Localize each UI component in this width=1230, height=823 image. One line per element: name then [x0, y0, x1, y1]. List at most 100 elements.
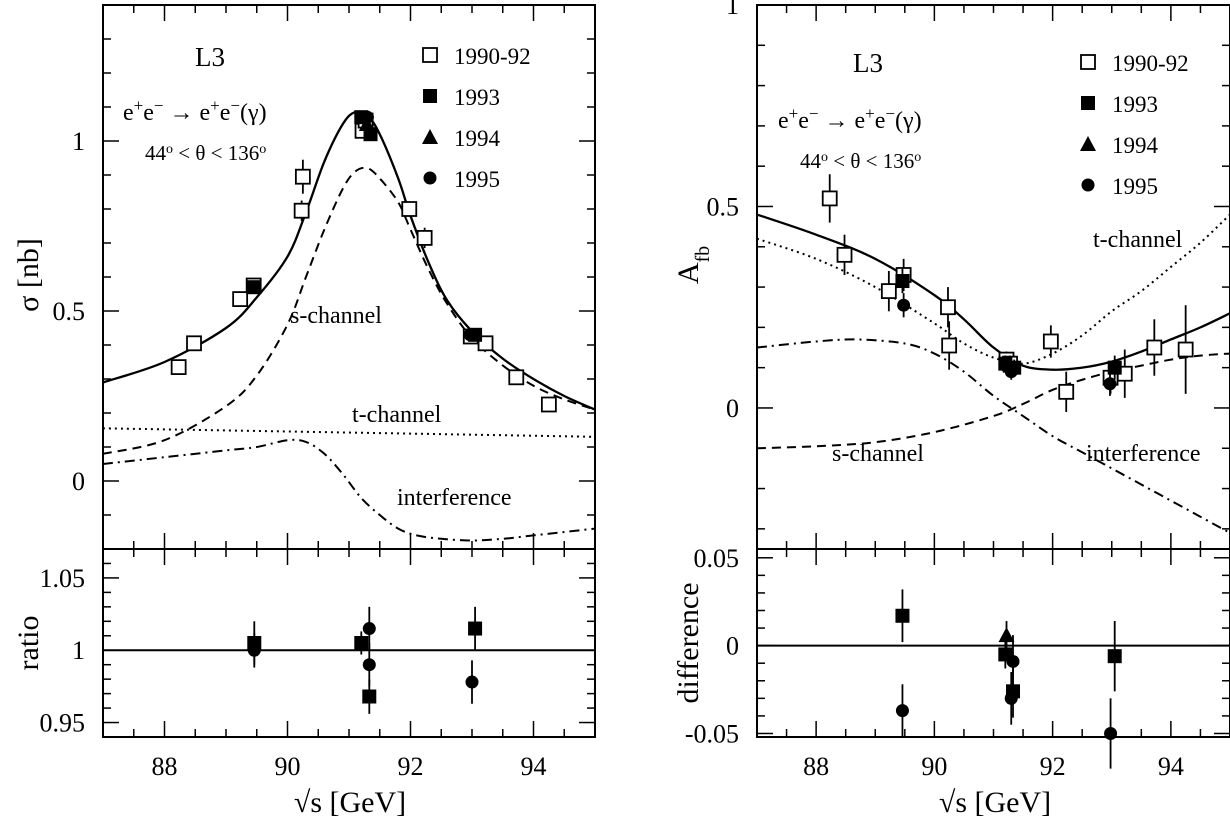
sub-data-point-filled-square [362, 689, 377, 704]
legend-marker-filled-square [423, 89, 437, 103]
x-tick-label: 94 [521, 752, 547, 781]
process-part: e [855, 108, 866, 134]
data-point-open-square [170, 359, 187, 376]
process-part: e [123, 100, 134, 126]
series-total-line [757, 213, 1230, 371]
legend-marker-filled-circle [423, 171, 437, 185]
cut-part: o [821, 150, 828, 165]
sub-data-point-filled-triangle [998, 627, 1015, 643]
process-charge: − [809, 104, 819, 123]
y-axis-label-main: σ [nb] [12, 238, 45, 312]
legend-marker-filled-square [1081, 96, 1095, 110]
data-point-filled-square [247, 280, 262, 295]
process-charge: − [885, 104, 895, 123]
cut-label: 44o < θ < 136o [145, 141, 266, 165]
data-point-open-square [232, 291, 249, 308]
legend-marker-filled-triangle [1080, 136, 1096, 151]
panel-left: 88 90 92 94 0 0.5 1 0.95 1 1.05 1990-92 1993 1994 199… [12, 4, 596, 819]
process-part: e [220, 100, 231, 126]
legend-label: 1993 [1112, 92, 1158, 117]
cut-part: o [914, 150, 921, 165]
experiment-label: L3 [195, 42, 225, 72]
process-part: (γ) [895, 108, 922, 134]
legend-label: 1994 [454, 126, 501, 151]
sub-data-point-filled-circle [247, 643, 261, 657]
data-point-open-square [540, 396, 557, 413]
series-interference-line [103, 438, 595, 542]
y-tick-label: 0.5 [53, 297, 86, 326]
legend-label: 1995 [1112, 174, 1158, 199]
sub-plot-frame [102, 548, 596, 738]
process-charge: + [134, 96, 144, 115]
process-part: e [143, 100, 154, 126]
data-point-open-square [1042, 333, 1059, 350]
data-point-filled-circle [360, 110, 374, 124]
legend-marker-open-square [1080, 54, 1096, 70]
legend-marker-filled-circle [1081, 178, 1095, 192]
sub-data-point-filled-square [1107, 649, 1122, 664]
sub-y-tick-label: 0 [726, 632, 739, 661]
sub-data-point-filled-circle [1104, 726, 1118, 740]
sub-plot-frame [756, 548, 1230, 738]
process-charge: − [230, 96, 240, 115]
sub-data-point-filled-circle [362, 622, 376, 636]
data-point-open-square [821, 190, 838, 207]
y-tick-label: 1 [72, 127, 85, 156]
curve-label-t: t-channel [352, 402, 442, 428]
x-tick-label: 88 [803, 752, 829, 781]
data-point-open-square [1146, 339, 1163, 356]
data-point-filled-circle [1004, 365, 1018, 379]
sub-y-tick-label: 1.05 [40, 564, 86, 593]
curve-label-s: s-channel [832, 441, 924, 467]
data-point-open-square [294, 168, 311, 185]
y-tick-label: 1 [726, 0, 739, 20]
data-point-open-square [940, 299, 956, 316]
sub-data-point-filled-circle [895, 704, 909, 718]
process-part: (γ) [240, 100, 267, 126]
cut-part: o [259, 142, 266, 157]
cut-part: 44 [800, 149, 822, 173]
x-tick-label: 88 [152, 752, 178, 781]
process-label: e+e− → e+e−(γ) [123, 96, 267, 127]
sub-data-point-filled-square [895, 608, 910, 623]
data-point-open-square [401, 201, 418, 217]
legend-label: 1990-92 [454, 44, 531, 69]
process-part: e [200, 100, 211, 126]
cut-part: < θ < 136 [173, 141, 259, 165]
sub-data-point-filled-circle [1004, 691, 1018, 705]
series-s-channel-line [757, 352, 1230, 450]
data-point-open-square [1058, 383, 1075, 400]
sub-y-axis-label: difference [672, 582, 705, 703]
series-t-channel-line [757, 213, 1230, 365]
process-charge: + [210, 96, 220, 115]
data-point-open-square [508, 369, 525, 386]
sub-y-tick-label: 0.05 [694, 544, 740, 573]
main-plot-frame [756, 4, 1230, 550]
legend-label: 1993 [454, 85, 500, 110]
series-t-channel-line [103, 427, 595, 438]
legend-label: 1995 [454, 167, 500, 192]
data-point-open-square [1177, 341, 1194, 358]
curve-label-i: interference [397, 485, 512, 511]
cut-label: 44o < θ < 136o [800, 149, 921, 173]
process-part: → [819, 108, 855, 134]
sub-y-axis-label: ratio [12, 616, 45, 671]
data-point-filled-circle [463, 328, 477, 342]
process-part: e [778, 108, 789, 134]
legend-label: 1990-92 [1112, 51, 1189, 76]
data-point-filled-circle [897, 298, 911, 312]
x-tick-label: 90 [921, 752, 947, 781]
data-point-open-square [416, 229, 433, 246]
y-axis-label-sub: fb [692, 246, 714, 263]
x-tick-label: 94 [1158, 752, 1184, 781]
process-part: → [164, 100, 200, 126]
data-point-open-square [186, 335, 202, 352]
curve-label-t: t-channel [1093, 227, 1183, 253]
data-point-open-square [941, 337, 958, 354]
process-label: e+e− → e+e−(γ) [778, 104, 922, 135]
x-axis-label: √s [GeV] [294, 786, 406, 819]
y-axis-label: Afb [672, 246, 714, 284]
legend-marker-filled-triangle [422, 129, 438, 144]
panel-right: 88 90 92 94 0 0.5 1 -0.05 0 0.05 1990-92 1993 1994 19… [672, 0, 1230, 819]
